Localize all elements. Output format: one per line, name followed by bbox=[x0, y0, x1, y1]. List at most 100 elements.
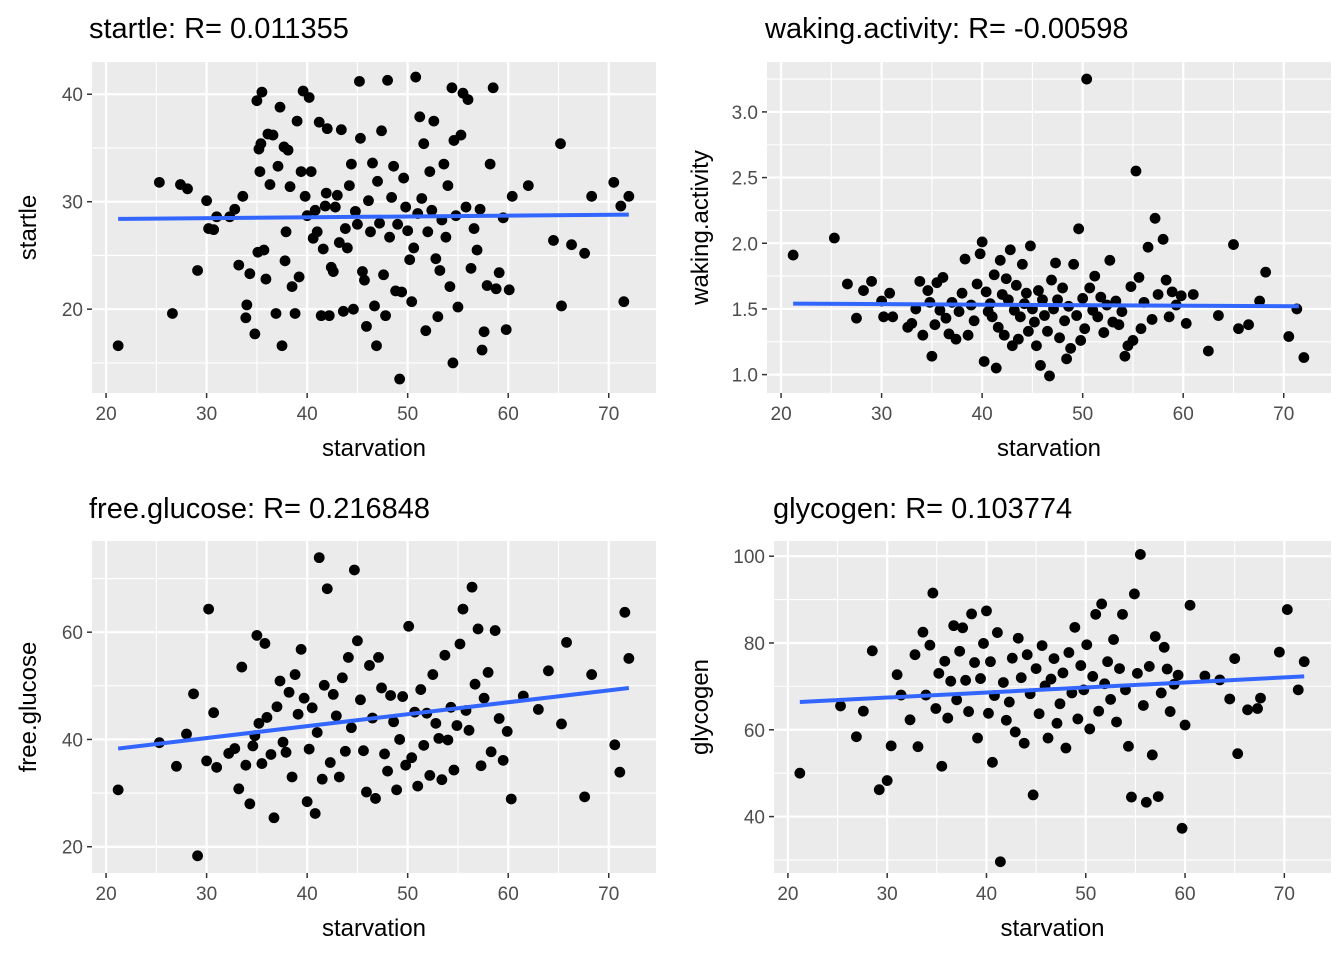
data-point bbox=[1063, 647, 1075, 658]
data-point bbox=[306, 702, 318, 714]
data-point bbox=[382, 765, 393, 777]
data-point bbox=[1084, 282, 1096, 294]
data-point bbox=[835, 700, 846, 712]
data-point bbox=[909, 649, 921, 661]
data-point bbox=[335, 124, 347, 136]
data-point bbox=[994, 856, 1006, 868]
data-point bbox=[402, 225, 414, 237]
data-point bbox=[315, 310, 327, 322]
data-point bbox=[939, 655, 951, 667]
data-point bbox=[500, 324, 512, 335]
data-point bbox=[229, 743, 241, 754]
data-point bbox=[398, 172, 410, 184]
data-point bbox=[352, 218, 363, 230]
x-tick-label: 20 bbox=[771, 404, 792, 425]
data-point bbox=[475, 760, 487, 772]
data-point bbox=[1137, 700, 1149, 711]
data-point bbox=[891, 669, 903, 681]
data-point bbox=[321, 583, 333, 595]
data-point bbox=[112, 340, 124, 352]
data-point bbox=[1033, 708, 1045, 720]
data-point bbox=[1157, 233, 1169, 245]
data-point bbox=[424, 769, 436, 781]
data-point bbox=[1166, 286, 1178, 298]
data-point bbox=[1037, 294, 1048, 306]
data-point bbox=[457, 603, 469, 615]
data-point bbox=[493, 713, 505, 724]
data-point bbox=[442, 734, 454, 746]
data-point bbox=[1006, 652, 1018, 664]
data-point bbox=[301, 796, 313, 808]
data-point bbox=[327, 688, 339, 700]
data-point bbox=[966, 608, 977, 620]
data-point bbox=[1298, 656, 1310, 668]
data-point bbox=[1022, 325, 1034, 337]
x-tick-label: 30 bbox=[877, 884, 898, 905]
y-tick-label: 20 bbox=[62, 838, 83, 859]
data-point bbox=[255, 138, 267, 150]
data-point bbox=[986, 311, 998, 323]
data-point bbox=[347, 303, 359, 315]
data-point bbox=[364, 660, 375, 671]
data-point bbox=[438, 158, 450, 170]
x-tick-label: 40 bbox=[976, 884, 997, 905]
data-point bbox=[912, 741, 924, 753]
data-point bbox=[260, 273, 272, 285]
data-point bbox=[233, 783, 245, 795]
data-point bbox=[365, 226, 376, 238]
data-point bbox=[330, 710, 342, 722]
data-point bbox=[295, 166, 307, 178]
data-point bbox=[292, 708, 304, 720]
data-point bbox=[1065, 342, 1077, 354]
data-point bbox=[374, 217, 385, 229]
data-point bbox=[990, 362, 1002, 374]
data-point bbox=[1050, 257, 1061, 269]
data-point bbox=[929, 319, 941, 331]
data-point bbox=[1125, 281, 1137, 293]
data-point bbox=[311, 226, 323, 238]
data-point bbox=[1071, 310, 1083, 321]
y-tick-label: 100 bbox=[733, 547, 765, 568]
data-point bbox=[981, 605, 992, 617]
data-point bbox=[968, 315, 980, 327]
data-point bbox=[414, 111, 426, 123]
data-point bbox=[548, 234, 559, 246]
y-tick-label: 2.0 bbox=[732, 234, 758, 255]
data-point bbox=[1283, 331, 1295, 342]
data-point bbox=[249, 328, 261, 340]
y-tick-label: 1.5 bbox=[732, 300, 758, 321]
data-point bbox=[971, 278, 983, 290]
y-axis-label: startle bbox=[15, 195, 42, 260]
data-point bbox=[1054, 698, 1066, 710]
data-point bbox=[1000, 273, 1012, 285]
y-tick-label: 30 bbox=[62, 193, 83, 214]
y-tick-label: 3.0 bbox=[732, 103, 758, 124]
data-point bbox=[1113, 319, 1125, 331]
chart-title: waking.activity: R= -0.00598 bbox=[764, 13, 1129, 45]
data-point bbox=[404, 254, 416, 266]
data-point bbox=[1232, 748, 1244, 760]
data-point bbox=[1092, 311, 1104, 323]
data-point bbox=[267, 129, 279, 141]
data-point bbox=[303, 92, 315, 103]
data-point bbox=[878, 311, 890, 323]
data-point bbox=[384, 231, 395, 243]
data-point bbox=[1142, 241, 1154, 253]
data-point bbox=[948, 620, 960, 632]
data-point bbox=[357, 266, 368, 277]
data-point bbox=[503, 284, 515, 296]
data-point bbox=[352, 635, 363, 647]
data-point bbox=[367, 157, 378, 169]
data-point bbox=[1152, 289, 1164, 300]
data-point bbox=[963, 706, 975, 717]
data-point bbox=[1096, 598, 1108, 610]
data-point bbox=[372, 175, 383, 187]
data-point bbox=[436, 774, 448, 786]
data-point bbox=[887, 311, 899, 323]
data-point bbox=[181, 728, 192, 740]
data-point bbox=[1149, 631, 1161, 642]
data-point bbox=[465, 262, 477, 274]
x-tick-label: 30 bbox=[196, 404, 217, 425]
data-point bbox=[264, 179, 276, 190]
data-point bbox=[1105, 694, 1116, 705]
